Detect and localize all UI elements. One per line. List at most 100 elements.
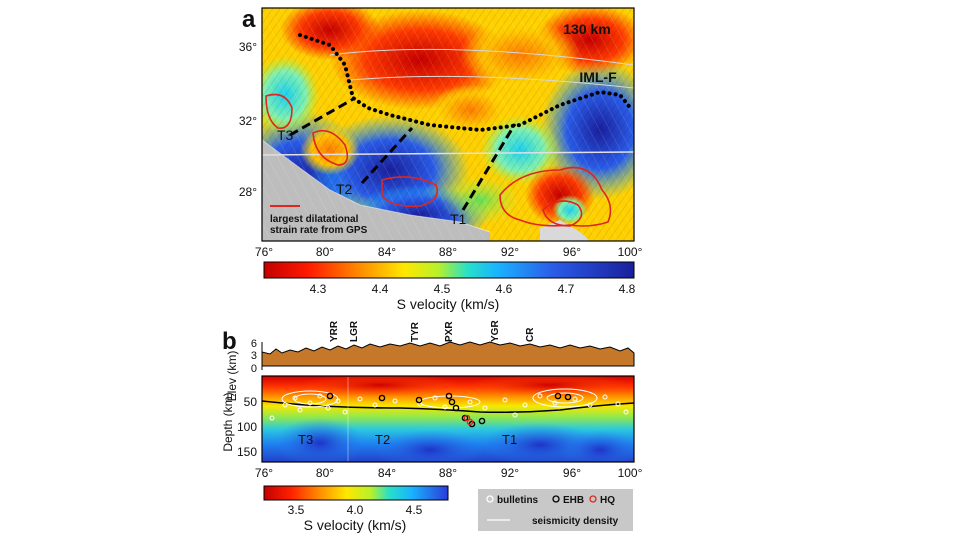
plain-edge bbox=[262, 139, 491, 233]
legend-hq-marker bbox=[589, 495, 597, 503]
elev-axis-title: Elev (km) bbox=[225, 351, 239, 402]
profile-gap bbox=[262, 368, 634, 373]
colorbar-tick-label: 4.5 bbox=[406, 503, 423, 517]
colorbar-a bbox=[263, 261, 635, 279]
colorbar-tick-label: 3.5 bbox=[288, 503, 305, 517]
gps-contour bbox=[499, 166, 612, 227]
colorbar-tick-label: 4.0 bbox=[347, 503, 364, 517]
rift-labels: YRR LGR TYR PXR YGR CR bbox=[329, 320, 536, 342]
panel-a-letter: a bbox=[242, 6, 256, 33]
y-tick-label: 28° bbox=[239, 185, 257, 199]
gps-note-line1: largest dilatational bbox=[270, 214, 359, 225]
fast-anomaly bbox=[275, 418, 365, 462]
map-a-x-axis: 76° 80° 84° 88° 92° 96° 100° bbox=[255, 245, 643, 259]
region-t1-label: T1 bbox=[502, 432, 517, 447]
slow-anomaly bbox=[470, 376, 630, 397]
gps-contour bbox=[265, 93, 293, 129]
map-a bbox=[262, 8, 634, 241]
legend-ehb-marker bbox=[552, 495, 560, 503]
legend-ehb-label: EHB bbox=[563, 495, 584, 506]
profile-line bbox=[262, 151, 634, 156]
x-tick-label: 76° bbox=[255, 245, 273, 259]
density-contour bbox=[293, 393, 327, 405]
rift-label: TYR bbox=[410, 321, 421, 342]
x-tick-label: 100° bbox=[618, 245, 643, 259]
x-tick-label: 88° bbox=[439, 466, 457, 480]
fault-trace bbox=[329, 48, 634, 66]
depth-axis-title: Depth (km) bbox=[221, 392, 235, 451]
cross-section: T3 T2 T1 bbox=[262, 376, 634, 462]
map-a-y-axis: 36° 32° 28° bbox=[239, 40, 257, 199]
slow-anomaly bbox=[300, 376, 460, 397]
elev-axis: 6 3 0 Elev (km) bbox=[225, 338, 263, 402]
y-tick-label: 36° bbox=[239, 40, 257, 54]
fast-anomaly bbox=[560, 430, 634, 462]
iml-fault-line bbox=[298, 33, 634, 133]
region-t2-label: T2 bbox=[375, 432, 390, 447]
depth-tick-label: 50 bbox=[244, 395, 258, 409]
x-tick-label: 92° bbox=[501, 245, 519, 259]
colorbar-b-ticks: 3.5 4.0 4.5 bbox=[288, 503, 423, 517]
elev-tick-label: 6 bbox=[251, 338, 257, 350]
rift-label: PXR bbox=[444, 321, 455, 342]
panel-b-letter: b bbox=[222, 328, 237, 355]
colorbar-b-title: S velocity (km/s) bbox=[304, 517, 407, 533]
region-t3-label: T3 bbox=[277, 127, 294, 143]
colorbar-tick-label: 4.5 bbox=[434, 282, 451, 296]
t2-boundary bbox=[360, 126, 414, 185]
region-t3-label: T3 bbox=[298, 432, 313, 447]
rift-label: LGR bbox=[349, 320, 360, 342]
x-tick-label: 84° bbox=[378, 245, 396, 259]
t1-boundary bbox=[461, 123, 517, 211]
colorbar-tick-label: 4.3 bbox=[310, 282, 327, 296]
bulletin-events bbox=[269, 393, 629, 421]
x-tick-label: 96° bbox=[563, 245, 581, 259]
x-tick-label: 92° bbox=[501, 466, 519, 480]
x-tick-label: 84° bbox=[378, 466, 396, 480]
fault-trace bbox=[349, 75, 634, 89]
depth-tick-label: 100 bbox=[237, 420, 257, 434]
event-legend: bulletins EHB HQ seismicity density bbox=[478, 489, 633, 531]
colorbar-b bbox=[263, 485, 449, 501]
elevation-profile bbox=[261, 341, 635, 367]
x-tick-label: 80° bbox=[316, 245, 334, 259]
colorbar-tick-label: 4.8 bbox=[619, 282, 636, 296]
depth-axis: 50 100 150 Depth (km) bbox=[221, 392, 257, 459]
indian-plain-texture bbox=[262, 140, 490, 241]
cross-section-frame bbox=[261, 375, 635, 463]
density-contour bbox=[532, 388, 598, 408]
x-tick-label: 80° bbox=[316, 466, 334, 480]
hq-events bbox=[463, 414, 474, 426]
rift-label: CR bbox=[525, 327, 536, 342]
x-tick-label: 96° bbox=[563, 466, 581, 480]
legend-bulletin-marker bbox=[486, 495, 494, 503]
region-t2-label: T2 bbox=[336, 181, 353, 197]
elev-tick-label: 0 bbox=[251, 363, 257, 375]
rift-label: YRR bbox=[329, 320, 340, 342]
ehb-events bbox=[326, 392, 572, 428]
legend-density-label: seismicity density bbox=[532, 516, 619, 527]
depth-title: 130 km bbox=[563, 21, 610, 37]
region-t1-label: T1 bbox=[450, 211, 467, 227]
colorbar-a-ticks: 4.3 4.4 4.5 4.6 4.7 4.8 bbox=[310, 282, 636, 296]
x-tick-label: 100° bbox=[618, 466, 643, 480]
colorbar-a-title: S velocity (km/s) bbox=[397, 296, 500, 312]
gps-contour bbox=[381, 176, 439, 208]
gps-contour bbox=[542, 200, 583, 227]
colorbar-tick-label: 4.6 bbox=[496, 282, 513, 296]
map-a-frame bbox=[261, 7, 635, 242]
x-tick-label: 88° bbox=[439, 245, 457, 259]
elev-tick-label: 3 bbox=[251, 350, 257, 362]
density-contour bbox=[546, 392, 584, 404]
moho-line bbox=[262, 400, 634, 414]
cross-section-x-axis: 76° 80° 84° 88° 92° 96° 100° bbox=[255, 466, 643, 480]
x-tick-label: 76° bbox=[255, 466, 273, 480]
iml-fault-label: IML-F bbox=[579, 69, 617, 85]
rift-label: YGR bbox=[490, 320, 501, 342]
colorbar-tick-label: 4.4 bbox=[372, 282, 389, 296]
legend-hq-label: HQ bbox=[600, 495, 615, 506]
legend-bulletins-label: bulletins bbox=[497, 495, 539, 506]
topography bbox=[261, 341, 635, 367]
colorbar-tick-label: 4.7 bbox=[558, 282, 575, 296]
